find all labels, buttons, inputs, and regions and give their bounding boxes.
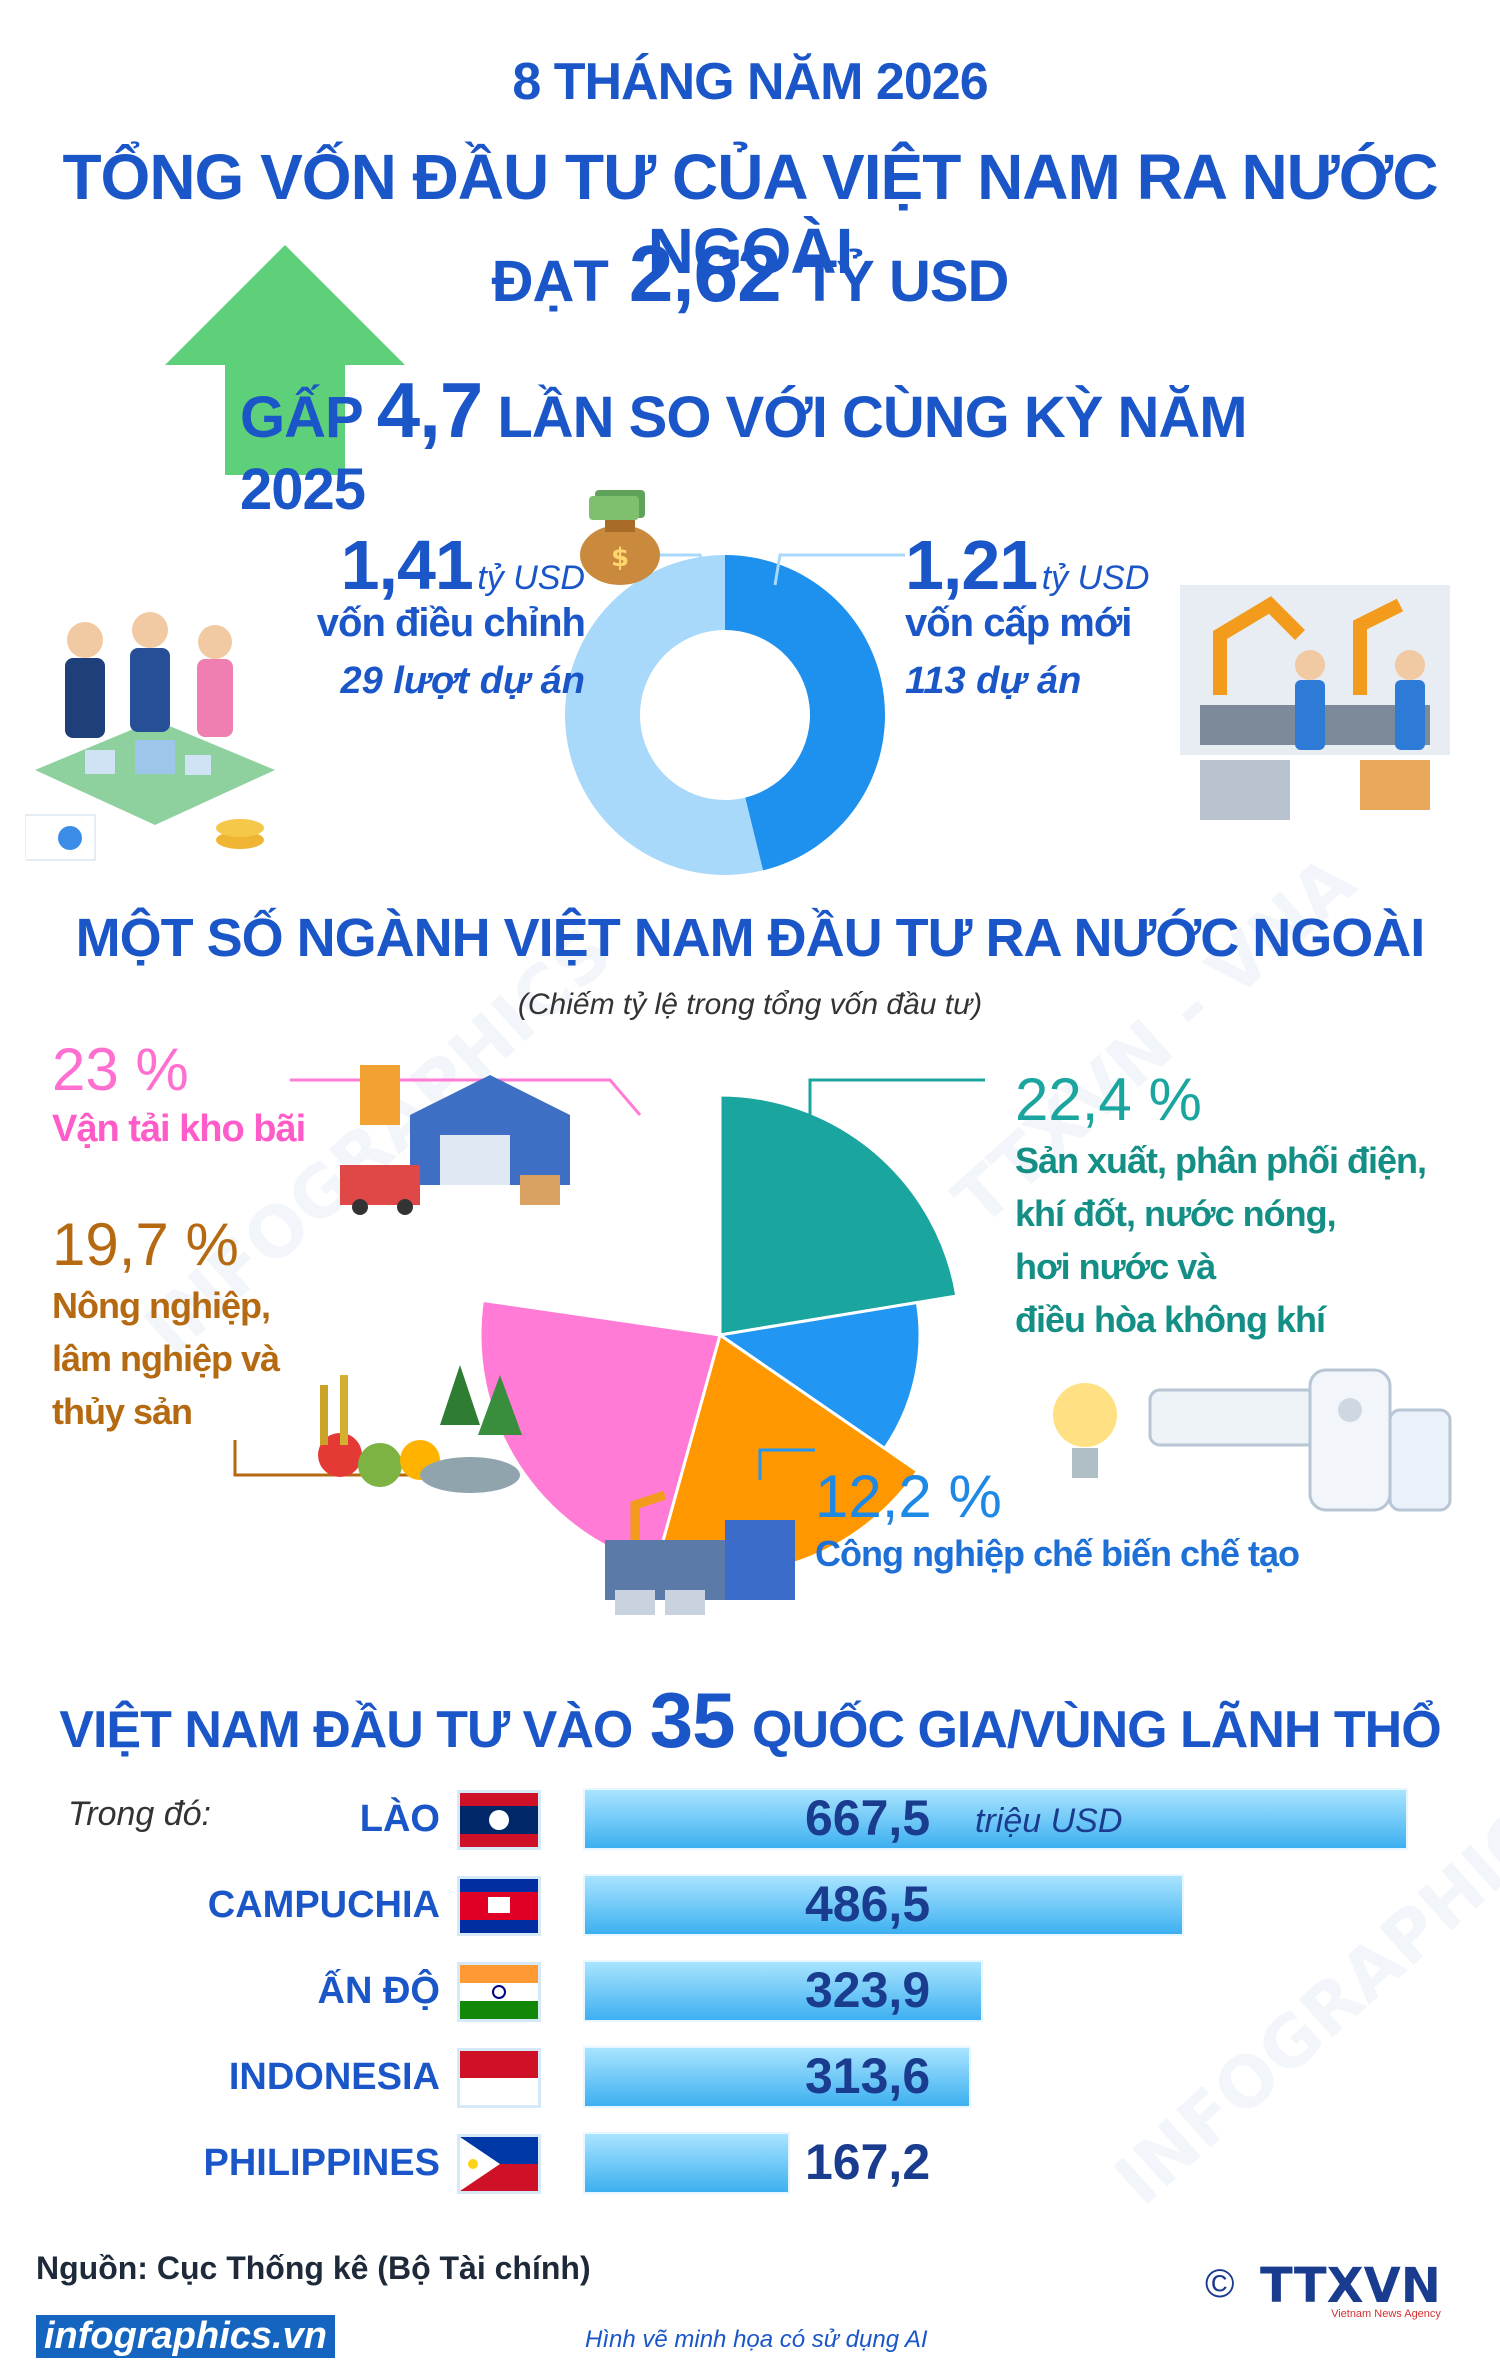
agency-name: TTXVN (1260, 2258, 1441, 2314)
reach-value: 2,62 (628, 229, 782, 318)
period-label: 8 THÁNG NĂM 2026 (512, 53, 988, 111)
capital-new-unit: tỷ USD (1041, 559, 1150, 597)
reach-unit: TỶ USD (801, 249, 1010, 314)
agency-logo: TTXVN Vietnam News Agency (1260, 2258, 1441, 2320)
sector-manufacturing-label: Công nghiệp chế biến chế tạo (815, 1533, 1300, 1574)
sectors-title: MỘT SỐ NGÀNH VIỆT NAM ĐẦU TƯ RA NƯỚC NGO… (75, 908, 1426, 968)
country-value: 313,6 (805, 2048, 931, 2104)
countries-title-prefix: VIỆT NAM ĐẦU TƯ VÀO (59, 1701, 633, 1759)
country-value: 167,2 (805, 2134, 931, 2190)
sector-agriculture-line: lâm nghiệp và (52, 1338, 280, 1379)
flag-icon (457, 2134, 541, 2194)
flag-icon (457, 1790, 541, 1850)
headline: TỔNG VỐN ĐẦU TƯ CỦA VIỆT NAM RA NƯỚC NGO… (62, 141, 1438, 287)
country-label: ẤN ĐỘ (317, 1970, 440, 2012)
sector-transport: 23 % Vận tải kho bãi (52, 1035, 306, 1151)
agency-sub: Vietnam News Agency (1331, 2308, 1441, 2320)
capital-adjusted-unit: tỷ USD (477, 559, 585, 597)
logistics-warehouse-illustration (340, 1065, 570, 1215)
pie-slice (716, 1300, 922, 1451)
sector-agriculture-pct: 19,7 % (52, 1211, 239, 1278)
site-link[interactable]: infographics.vn (36, 2315, 335, 2358)
country-bar (583, 1874, 1184, 1936)
sectors-leader-lines (233, 1078, 985, 1480)
sectors-subtitle: (Chiếm tỷ lệ trong tổng vốn đầu tư) (517, 988, 983, 1021)
country-value: 486,5 (805, 1876, 931, 1932)
sector-transport-pct: 23 % (52, 1036, 189, 1103)
money-bag-icon: $ (580, 490, 660, 585)
pie-slice (718, 1095, 959, 1337)
compare-prefix: GẤP (240, 385, 363, 450)
country-bar (583, 1788, 1408, 1850)
sector-agriculture: 19,7 % Nông nghiệp, lâm nghiệp và thủy s… (52, 1210, 280, 1438)
flag-icon (457, 1876, 541, 1936)
compare-line: GẤP 4,7 LẦN SO VỚI CÙNG KỲ NĂM 2025 (240, 365, 1340, 523)
copyright-icon: © (1205, 2262, 1235, 2306)
agriculture-produce-illustration (318, 1365, 522, 1493)
up-arrow-icon (165, 245, 405, 475)
sector-energy-line: Sản xuất, phân phối điện, (1015, 1140, 1427, 1181)
manufacturing-machines-illustration (605, 1490, 795, 1615)
capital-adjusted: 1,41 tỷ USD vốn điều chỉnh 29 lượt dự án (255, 525, 586, 703)
ai-note: Hình vẽ minh họa có sử dụng AI (585, 2326, 928, 2353)
countries-among-label: Trong đó: (68, 1795, 212, 1833)
countries-title-number: 35 (649, 1676, 736, 1764)
countries-title-suffix: QUỐC GIA/VÙNG LÃNH THỔ (752, 1701, 1442, 1759)
reach-line: ĐẠT 2,62 TỶ USD (0, 228, 1500, 320)
sector-energy-line: điều hòa không khí (1015, 1299, 1326, 1340)
sector-transport-label: Vận tải kho bãi (52, 1108, 306, 1150)
sector-manufacturing-pct: 12,2 % (815, 1463, 1002, 1530)
capital-new: 1,21 tỷ USD vốn cấp mới 113 dự án (905, 525, 1235, 703)
country-label: LÀO (359, 1798, 440, 1840)
reach-prefix: ĐẠT (491, 249, 609, 314)
donut-slice (725, 555, 886, 871)
country-bar (583, 2046, 971, 2108)
donut-slice (565, 555, 764, 875)
capital-new-label: vốn cấp mới (905, 601, 1132, 645)
country-value: 667,5 (805, 1790, 931, 1846)
sector-energy-pct: 22,4 % (1015, 1066, 1202, 1133)
country-label: PHILIPPINES (203, 2142, 441, 2184)
compare-suffix: LẦN SO VỚI CÙNG KỲ NĂM 2025 (240, 385, 1248, 522)
sector-energy: 22,4 % Sản xuất, phân phối điện, khí đốt… (1015, 1065, 1427, 1346)
country-label: INDONESIA (228, 2056, 440, 2098)
sector-agriculture-line: Nông nghiệp, (52, 1285, 271, 1326)
sector-energy-line: khí đốt, nước nóng, (1015, 1193, 1337, 1234)
source-note: Nguồn: Cục Thống kê (Bộ Tài chính) (36, 2250, 591, 2286)
capital-adjusted-value: 1,41 (340, 526, 474, 604)
capital-new-detail: 113 dự án (905, 660, 1082, 702)
business-people-illustration (25, 612, 275, 861)
capital-adjusted-label: vốn điều chỉnh (316, 601, 586, 645)
factory-robots-illustration (1180, 585, 1450, 820)
unit-label: triệu USD (975, 1802, 1123, 1840)
country-label: CAMPUCHIA (207, 1884, 440, 1926)
capital-new-value: 1,21 (905, 526, 1038, 604)
country-bar (583, 1960, 983, 2022)
appliances-illustration (1053, 1368, 1452, 1512)
svg-text:$: $ (611, 543, 629, 573)
sector-manufacturing: 12,2 % Công nghiệp chế biến chế tạo (815, 1462, 1300, 1575)
compare-value: 4,7 (376, 366, 483, 454)
flag-icon (457, 2048, 541, 2108)
sector-agriculture-line: thủy sản (52, 1391, 193, 1432)
countries-title: VIỆT NAM ĐẦU TƯ VÀO 35 QUỐC GIA/VÙNG LÃN… (0, 1675, 1500, 1766)
country-bar (583, 2132, 790, 2194)
capital-donut-chart (565, 555, 886, 875)
capital-adjusted-detail: 29 lượt dự án (340, 660, 585, 702)
flag-icon (457, 1962, 541, 2022)
sector-energy-line: hơi nước và (1015, 1246, 1216, 1287)
country-value: 323,9 (805, 1962, 931, 2018)
